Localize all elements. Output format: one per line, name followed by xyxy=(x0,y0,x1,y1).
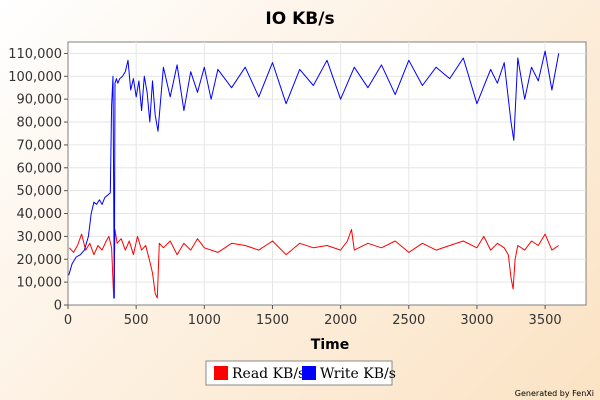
y-tick-label: 90,000 xyxy=(17,93,63,108)
y-tick-label: 20,000 xyxy=(17,253,63,268)
x-tick-label: 3500 xyxy=(529,313,562,328)
series-line-write xyxy=(68,50,560,299)
legend-label-write: Write KB/s xyxy=(320,366,396,382)
legend: Read KB/s Write KB/s xyxy=(205,360,396,386)
x-tick-label: 1000 xyxy=(188,313,221,328)
x-tick-label: 2000 xyxy=(324,313,357,328)
y-tick-label: 60,000 xyxy=(17,161,63,176)
footer-credit: Generated by FenXi xyxy=(515,389,594,398)
legend-swatch-write xyxy=(302,366,316,380)
legend-label-read: Read KB/s xyxy=(232,366,305,382)
x-tick-label: 500 xyxy=(124,313,149,328)
y-tick-label: 40,000 xyxy=(17,207,63,222)
legend-swatch-read xyxy=(214,366,228,380)
x-tick-label: 2500 xyxy=(392,313,425,328)
series-lines xyxy=(68,50,560,299)
tick-labels: 0 10,000 20,000 30,000 40,000 50,000 60,000 70,… xyxy=(8,47,561,328)
x-tick-label: 3000 xyxy=(460,313,493,328)
y-tick-label: 30,000 xyxy=(17,230,63,245)
y-tick-label: 100,000 xyxy=(8,70,62,85)
y-tick-label: 0 xyxy=(54,299,62,314)
x-axis-title: Time xyxy=(311,337,349,353)
legend-frame xyxy=(205,360,393,386)
x-tick-label: 1500 xyxy=(256,313,289,328)
y-tick-label: 70,000 xyxy=(17,138,63,153)
plot-area xyxy=(67,41,587,306)
y-tick-label: 50,000 xyxy=(17,184,63,199)
y-tick-label: 10,000 xyxy=(17,276,63,291)
y-tick-label: 80,000 xyxy=(17,116,63,131)
y-tick-label: 110,000 xyxy=(8,47,62,62)
series-line-read xyxy=(69,229,559,299)
x-tick-label: 0 xyxy=(64,313,72,328)
axes xyxy=(64,52,546,309)
chart-title: IO KB/s xyxy=(265,9,334,29)
